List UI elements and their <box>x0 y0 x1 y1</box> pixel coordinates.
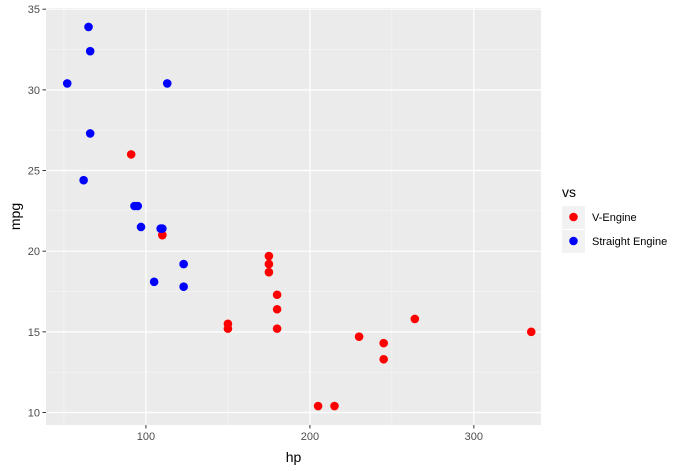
data-point <box>79 175 88 185</box>
data-point <box>179 259 188 269</box>
legend: vs V-Engine Straight Engine <box>562 184 667 253</box>
y-tick-label: 10 <box>28 407 40 419</box>
data-point <box>62 79 72 88</box>
data-point <box>272 324 282 333</box>
data-point <box>264 267 274 277</box>
data-point <box>162 79 172 88</box>
data-point <box>223 324 233 333</box>
minor-gridlines <box>46 8 541 425</box>
data-point <box>133 201 143 211</box>
data-points <box>62 22 536 411</box>
data-point <box>313 401 323 411</box>
data-point <box>264 259 274 269</box>
data-point <box>84 22 93 32</box>
x-axis-ticks: 100 200 300 <box>137 425 483 443</box>
y-tick-label: 25 <box>28 166 40 178</box>
y-tick-label: 35 <box>28 4 40 16</box>
y-axis-ticks: 10 15 20 25 30 35 <box>28 4 46 419</box>
legend-key <box>569 236 578 246</box>
y-tick-label: 20 <box>28 246 40 258</box>
x-tick-label: 200 <box>301 431 319 443</box>
data-point <box>264 251 274 261</box>
data-point <box>156 224 165 233</box>
x-axis-title: hp <box>286 449 302 465</box>
x-tick-label: 100 <box>137 431 155 443</box>
data-point <box>85 129 95 138</box>
data-point <box>354 332 364 341</box>
data-point <box>379 354 388 364</box>
data-point <box>379 338 388 348</box>
y-axis-title: mpg <box>7 203 23 230</box>
data-point <box>330 401 339 411</box>
data-point <box>272 290 282 300</box>
plot-panel <box>46 8 541 425</box>
data-point <box>410 314 420 324</box>
data-point <box>149 277 159 287</box>
y-tick-label: 15 <box>28 327 40 339</box>
y-tick-label: 30 <box>28 85 40 97</box>
data-point <box>158 230 167 240</box>
data-point <box>126 150 136 159</box>
legend-key <box>569 212 578 222</box>
data-point <box>526 327 536 337</box>
data-point <box>85 46 95 56</box>
legend-items: V-Engine Straight Engine <box>562 206 667 253</box>
legend-title: vs <box>562 184 576 200</box>
data-point <box>272 304 282 314</box>
legend-label: V-Engine <box>592 212 637 224</box>
major-gridlines <box>46 8 541 425</box>
legend-label: Straight Engine <box>592 236 667 248</box>
x-tick-label: 300 <box>465 431 483 443</box>
data-point <box>179 282 188 291</box>
data-point <box>136 222 146 232</box>
